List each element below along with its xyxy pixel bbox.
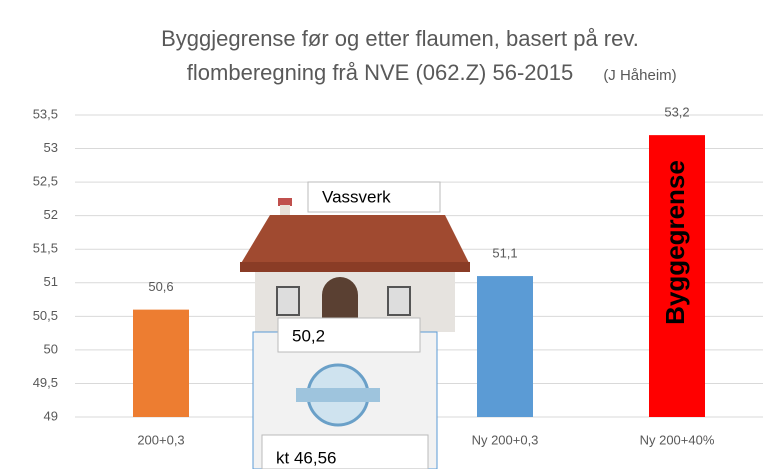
data-label: 53,2 xyxy=(664,105,689,120)
data-label: 50,6 xyxy=(148,279,173,294)
bar xyxy=(477,276,533,417)
pump-pipe xyxy=(296,388,380,402)
y-tick-label: 51,5 xyxy=(33,241,58,256)
window xyxy=(387,286,411,316)
chart-title: Byggjegrense før og etter flaumen, baser… xyxy=(161,26,639,51)
y-tick-label: 51 xyxy=(44,274,58,289)
bar xyxy=(649,135,705,417)
y-tick-label: 52,5 xyxy=(33,174,58,189)
y-tick-label: 50,5 xyxy=(33,308,58,323)
plot-area: 49 49,5 50 50,5 51 51,5 52 52,5 53 53,5 200+0,3 50,… xyxy=(33,105,763,447)
y-tick-label: 53,5 xyxy=(33,106,58,121)
title-note: (J Håheim) xyxy=(603,67,676,84)
data-label: 50,2 xyxy=(292,326,325,345)
y-tick-label: 49,5 xyxy=(33,375,58,390)
door xyxy=(322,277,358,330)
kt-label: kt 46,56 xyxy=(276,448,337,467)
value-box xyxy=(277,317,421,353)
chart-title: flomberegning frå NVE (062.Z) 56-2015 xyxy=(187,60,573,85)
x-tick-label: Ny 200+0,3 xyxy=(472,432,539,447)
window xyxy=(276,286,300,316)
byggegrense-label: Byggegrense xyxy=(660,160,690,325)
chimney xyxy=(280,205,290,220)
y-tick-label: 49 xyxy=(44,408,58,423)
roof xyxy=(240,215,470,265)
bar xyxy=(133,309,189,417)
x-tick-label: Ny 200+40% xyxy=(640,432,715,447)
data-label: 51,1 xyxy=(492,246,517,261)
y-tick-label: 50 xyxy=(44,341,58,356)
kt-box xyxy=(261,434,429,469)
chimney-cap xyxy=(278,198,292,206)
roof-edge xyxy=(240,262,470,272)
house-illustration: Vassverk kt 46,56 50,2 xyxy=(240,181,470,469)
vassverk-box xyxy=(307,181,441,213)
y-tick-label: 52 xyxy=(44,207,58,222)
y-tick-label: 53 xyxy=(44,140,58,155)
vassverk-label: Vassverk xyxy=(322,187,391,206)
x-tick-label: 200+0,3 xyxy=(137,432,184,447)
